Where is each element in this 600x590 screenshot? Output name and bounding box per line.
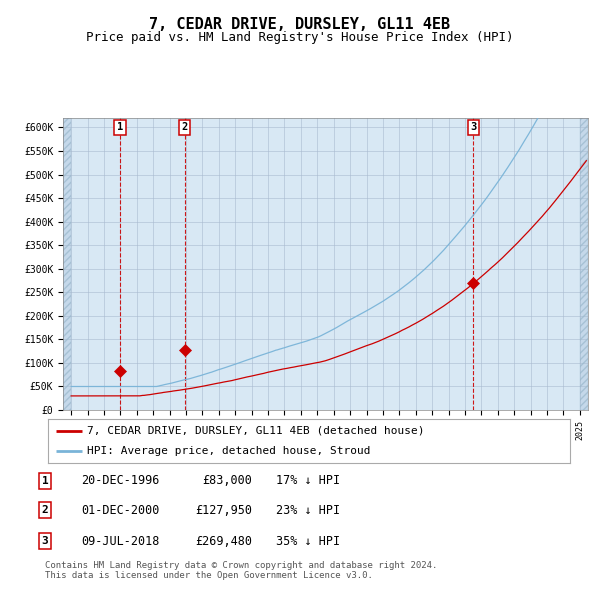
Text: 7, CEDAR DRIVE, DURSLEY, GL11 4EB: 7, CEDAR DRIVE, DURSLEY, GL11 4EB	[149, 17, 451, 31]
Bar	[63, 118, 71, 410]
Bar	[580, 118, 588, 410]
Bar	[580, 118, 588, 410]
Text: 20-DEC-1996: 20-DEC-1996	[81, 474, 160, 487]
Text: £269,480: £269,480	[195, 535, 252, 548]
Text: 23% ↓ HPI: 23% ↓ HPI	[276, 504, 340, 517]
Text: Contains HM Land Registry data © Crown copyright and database right 2024.
This d: Contains HM Land Registry data © Crown c…	[45, 560, 437, 580]
Text: 2: 2	[41, 506, 49, 515]
Text: 1: 1	[117, 122, 123, 132]
Text: 3: 3	[470, 122, 476, 132]
Text: £127,950: £127,950	[195, 504, 252, 517]
Text: 3: 3	[41, 536, 49, 546]
Text: £83,000: £83,000	[202, 474, 252, 487]
Text: 09-JUL-2018: 09-JUL-2018	[81, 535, 160, 548]
Text: 2: 2	[182, 122, 188, 132]
Text: 35% ↓ HPI: 35% ↓ HPI	[276, 535, 340, 548]
Text: 1: 1	[41, 476, 49, 486]
Bar	[63, 118, 71, 410]
Text: 17% ↓ HPI: 17% ↓ HPI	[276, 474, 340, 487]
Text: 7, CEDAR DRIVE, DURSLEY, GL11 4EB (detached house): 7, CEDAR DRIVE, DURSLEY, GL11 4EB (detac…	[87, 426, 425, 436]
Text: HPI: Average price, detached house, Stroud: HPI: Average price, detached house, Stro…	[87, 446, 371, 456]
Text: Price paid vs. HM Land Registry's House Price Index (HPI): Price paid vs. HM Land Registry's House …	[86, 31, 514, 44]
Text: 01-DEC-2000: 01-DEC-2000	[81, 504, 160, 517]
